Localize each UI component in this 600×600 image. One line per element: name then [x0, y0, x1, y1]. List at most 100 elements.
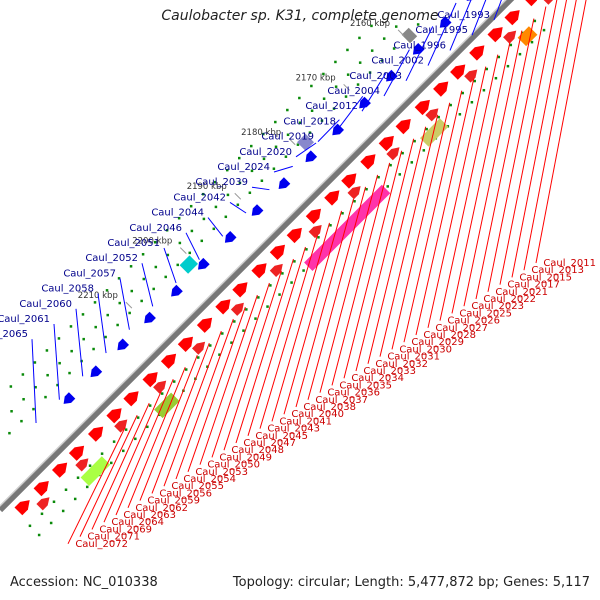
- upper-connector: [449, 0, 472, 51]
- tick-dot: [172, 380, 176, 383]
- lower-connector: [355, 138, 415, 372]
- tick-dot: [533, 19, 537, 23]
- lower-connector: [391, 102, 451, 350]
- upper-gene-label: Caul_2061: [0, 314, 50, 325]
- lower-gene-label: Caul_2023: [471, 301, 524, 312]
- forward-gene-arrow: [232, 282, 248, 298]
- lower-gene-label: Caul_2021: [495, 287, 548, 298]
- lower-gene-label: Caul_2015: [519, 272, 572, 283]
- tick-dot: [334, 85, 338, 88]
- tick-dot: [233, 320, 236, 323]
- forward-gene-arrow: [215, 299, 231, 315]
- lower-gene-label: Caul_2037: [315, 395, 368, 406]
- tick-dot: [237, 156, 241, 160]
- tick-dot: [368, 71, 372, 74]
- backbone-line: [0, 0, 515, 513]
- tick-dot: [346, 48, 349, 52]
- lower-gene-label: Caul_2053: [195, 467, 248, 478]
- lower-connector: [343, 150, 403, 379]
- tick-dot: [449, 103, 452, 107]
- reverse-gene-arrow: [305, 150, 318, 163]
- forward-gene-arrow: [341, 173, 357, 189]
- lower-gene-label: Caul_2031: [387, 352, 440, 363]
- tick-dot: [530, 40, 534, 44]
- tick-dot: [140, 299, 143, 303]
- upper-connector: [493, 0, 502, 21]
- tick-dot: [382, 37, 386, 40]
- lower-gene-label: Caul_2033: [363, 366, 416, 377]
- tick-mark: [343, 83, 351, 91]
- forward-gene-arrow: [308, 225, 322, 239]
- lower-gene-label: Caul_2071: [87, 532, 140, 543]
- tick-mark: [397, 29, 405, 37]
- lower-connector: [487, 6, 547, 292]
- tick-dot: [242, 329, 245, 332]
- upper-gene-label: Caul_2002: [371, 56, 424, 67]
- tick-dot: [497, 55, 501, 59]
- tick-dot: [509, 43, 513, 47]
- forward-gene-arrow: [504, 10, 520, 26]
- tick-dot: [61, 509, 65, 513]
- tick-dot: [34, 385, 37, 389]
- tick-mark: [125, 301, 133, 309]
- lower-gene-label: Caul_2072: [75, 539, 128, 550]
- tick-dot: [148, 404, 152, 407]
- tick-dot: [105, 289, 109, 292]
- lower-gene-label: Caul_2026: [447, 316, 500, 327]
- tick-dot: [236, 203, 240, 207]
- feature-box: [154, 392, 180, 419]
- tick-dot: [45, 349, 49, 352]
- lower-connector: [427, 66, 487, 328]
- tick-dot: [202, 217, 206, 221]
- forward-gene-arrow: [324, 190, 340, 206]
- forward-gene-arrow: [543, 0, 554, 5]
- tick-dot: [413, 139, 416, 143]
- reverse-gene-arrow: [224, 231, 237, 243]
- tick-dot: [344, 95, 348, 98]
- tick-dot: [272, 167, 276, 170]
- tick-dot: [329, 224, 332, 227]
- tick-dot: [370, 49, 374, 52]
- upper-gene-label: Caul_1993: [437, 10, 490, 21]
- feature-box: [304, 184, 391, 271]
- tick-dot: [224, 215, 228, 219]
- lower-gene-label: Caul_2011: [543, 258, 596, 269]
- upper-gene-label: Caul_2012: [305, 101, 358, 112]
- tick-dot: [56, 383, 59, 387]
- lower-gene-label: Caul_2055: [171, 481, 224, 492]
- forward-gene-arrow: [503, 30, 517, 44]
- tick-dot: [296, 143, 300, 146]
- tick-dot: [392, 47, 396, 50]
- forward-gene-arrow: [75, 458, 89, 472]
- tick-mark: [179, 247, 187, 255]
- lower-connector: [403, 90, 463, 343]
- upper-connector: [141, 263, 154, 307]
- forward-gene-arrow: [386, 147, 400, 161]
- lower-gene-label: Caul_2034: [351, 373, 404, 384]
- lower-gene-label: Caul_2063: [123, 510, 176, 521]
- forward-gene-arrow: [360, 154, 376, 170]
- tick-dot: [190, 229, 194, 233]
- lower-connector: [523, 0, 577, 271]
- reverse-gene-arrow: [198, 257, 210, 270]
- upper-connector: [119, 278, 130, 330]
- tick-dot: [221, 332, 224, 335]
- lower-connector: [271, 222, 330, 422]
- feature-box: [420, 118, 449, 147]
- lower-connector: [127, 366, 186, 508]
- upper-connector: [53, 323, 60, 400]
- upper-connector: [75, 308, 84, 377]
- lower-connector: [499, 0, 558, 285]
- tick-dot: [437, 115, 440, 119]
- tick-dot: [250, 144, 253, 148]
- lower-gene-label: Caul_2025: [459, 308, 512, 319]
- tick-dot: [33, 361, 37, 364]
- forward-gene-arrow: [123, 391, 139, 407]
- lower-connector: [367, 126, 427, 364]
- tick-dot: [134, 437, 137, 441]
- lower-connector: [187, 306, 246, 472]
- lower-connector: [511, 0, 567, 278]
- tick-dot: [28, 524, 32, 528]
- tick-dot: [209, 344, 212, 347]
- tick-dot: [20, 419, 23, 423]
